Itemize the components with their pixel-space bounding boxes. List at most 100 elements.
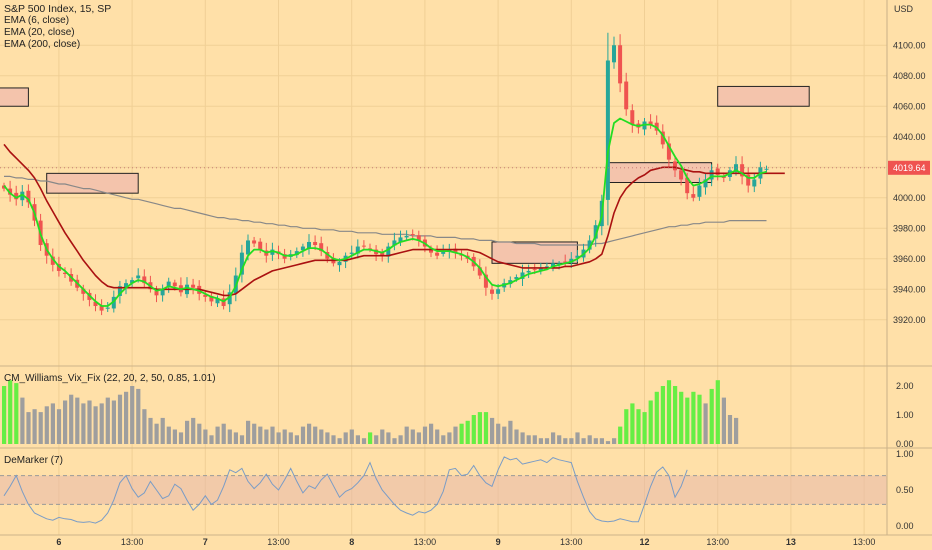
- demarker-tick-label: 0.00: [896, 521, 914, 531]
- legend-ema20[interactable]: EMA (20, close): [4, 27, 75, 38]
- vix-bar: [538, 438, 543, 444]
- time-tick-label: 7: [203, 537, 208, 547]
- candle: [764, 165, 769, 173]
- vix-bar: [654, 391, 659, 444]
- vix-bar: [203, 429, 208, 444]
- candle: [252, 236, 257, 248]
- vix-bar: [477, 412, 482, 444]
- grid-layer: [0, 0, 887, 535]
- candle: [8, 180, 13, 202]
- vix-bar: [8, 380, 13, 444]
- vix-fix-title: CM_Williams_Vix_Fix (22, 20, 2, 50, 0.85…: [4, 373, 216, 384]
- candle: [709, 164, 714, 187]
- candle: [239, 244, 244, 283]
- vix-bar: [569, 438, 574, 444]
- price-tick-label: 3920.00: [893, 315, 926, 325]
- vix-fix-layer: [2, 380, 739, 444]
- candle: [319, 236, 324, 257]
- price-tick-label: 3980.00: [893, 223, 926, 233]
- vix-bar: [660, 386, 665, 444]
- vix-bar: [307, 423, 312, 444]
- vix-bar: [416, 432, 421, 444]
- candle: [575, 250, 580, 262]
- demarker-legend[interactable]: DeMarker (7): [4, 455, 63, 467]
- last-price-label: 4019.64: [893, 163, 926, 173]
- candle: [453, 243, 458, 259]
- candle: [508, 276, 513, 288]
- vix-fix-legend[interactable]: CM_Williams_Vix_Fix (22, 20, 2, 50, 0.85…: [4, 373, 216, 385]
- vix-bar: [380, 429, 385, 444]
- vix-bar: [160, 417, 165, 444]
- time-tick-label: 13:00: [267, 537, 290, 547]
- time-tick-label: 9: [496, 537, 501, 547]
- vix-bar: [398, 435, 403, 444]
- vix-bar: [453, 426, 458, 444]
- axes-layer: USD: [0, 0, 932, 536]
- vix-bar: [666, 380, 672, 444]
- demarker-tick-label: 0.50: [896, 485, 914, 495]
- candle: [361, 240, 366, 250]
- price-tick-label: 4060.00: [893, 101, 926, 111]
- vix-bar: [734, 417, 739, 444]
- price-tick-label: 4000.00: [893, 193, 926, 203]
- candle: [191, 278, 196, 295]
- vix-bar: [349, 429, 354, 444]
- candle: [618, 34, 623, 93]
- vix-bar: [185, 420, 190, 444]
- candle: [587, 235, 592, 254]
- demarker-title: DeMarker (7): [4, 455, 63, 466]
- vix-bar: [679, 391, 684, 444]
- vix-bar: [343, 432, 348, 444]
- price-zone-1: [46, 172, 139, 194]
- vix-bar: [142, 409, 147, 444]
- vix-bar: [300, 426, 306, 444]
- price-tick-label: 3940.00: [893, 284, 926, 294]
- candle: [404, 230, 409, 240]
- vix-bar: [215, 426, 220, 444]
- vix-bar: [691, 391, 696, 444]
- candle: [93, 294, 98, 312]
- vix-bar: [44, 406, 49, 444]
- vix-bar: [703, 403, 708, 444]
- candle: [435, 245, 440, 260]
- vix-bar: [709, 388, 714, 444]
- vix-bar: [221, 423, 226, 444]
- time-tick-label: 12: [639, 537, 649, 547]
- vix-bar: [313, 426, 318, 444]
- time-tick-label: 6: [56, 537, 61, 547]
- vix-bar: [514, 429, 519, 444]
- candle: [26, 184, 31, 208]
- candle: [178, 277, 183, 297]
- vix-bar: [392, 438, 397, 444]
- candle: [209, 292, 214, 307]
- candle: [703, 172, 708, 195]
- candle: [538, 262, 543, 275]
- vix-bar: [587, 435, 592, 444]
- vix-bar: [593, 438, 598, 444]
- vix-bar: [209, 435, 214, 444]
- candle: [398, 230, 403, 247]
- vix-bar: [526, 435, 531, 444]
- vix-bar: [111, 400, 116, 444]
- time-tick-label: 13:00: [853, 537, 876, 547]
- candle: [215, 295, 220, 308]
- vix-bar: [124, 391, 129, 444]
- legend-ema200[interactable]: EMA (200, close): [4, 39, 81, 50]
- vix-bar: [166, 426, 171, 444]
- candle: [81, 284, 86, 301]
- candle: [630, 104, 635, 133]
- ema6-line: [3, 117, 767, 307]
- price-ticks: 4100.004080.004060.004040.004020.004000.…: [893, 40, 926, 325]
- vix-bar: [319, 429, 324, 444]
- vix-bar: [471, 415, 476, 444]
- candle: [203, 290, 208, 302]
- candle: [63, 267, 67, 278]
- vix-bar: [435, 429, 440, 444]
- legend-ema6[interactable]: EMA (6, close): [4, 15, 70, 26]
- candle: [569, 252, 574, 268]
- ema200-layer: [4, 175, 767, 246]
- vix-bar: [532, 435, 537, 444]
- vix-bar: [551, 432, 556, 444]
- vix-bar: [715, 380, 720, 444]
